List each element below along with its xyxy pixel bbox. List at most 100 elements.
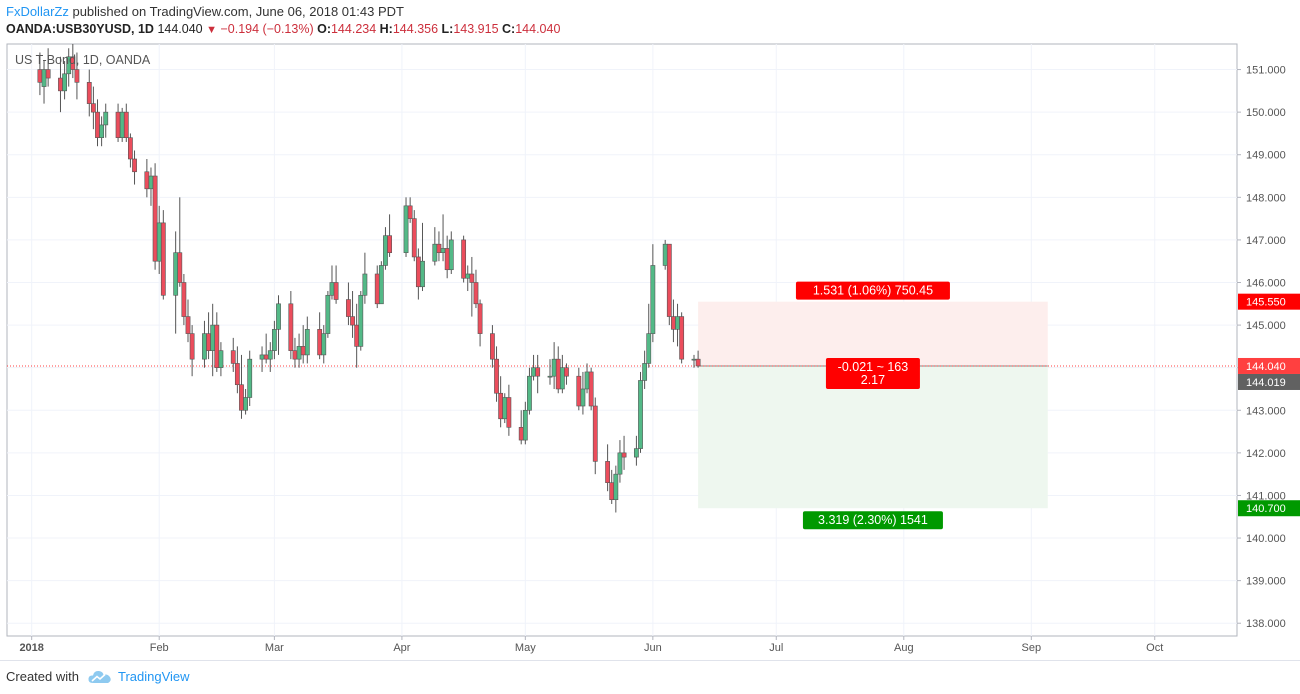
change-value: −0.194 (−0.13%) [220,22,314,36]
candle [99,116,105,147]
candle-body [37,69,43,83]
candle [662,239,668,270]
target-price-label: 140.700 [1246,503,1286,515]
candle-body [420,260,425,288]
tradingview-brand-link[interactable]: TradingView [118,669,190,684]
candle-body [605,461,611,483]
candle-body [592,405,598,462]
candle-body [547,375,553,378]
candle [592,397,598,475]
candle [177,197,183,287]
down-arrow-icon: ▼ [206,24,217,36]
candle-body [103,111,109,126]
publisher-link[interactable]: FxDollarZz [6,4,69,19]
candle-body [45,69,51,79]
candle [407,197,413,223]
candle-body [650,265,656,334]
candle [160,210,166,300]
candle-body [144,171,150,190]
y-tick-label: 142.000 [1246,448,1286,460]
candle [695,350,701,368]
candle-body [90,103,96,113]
candle-body [473,282,479,305]
candle [103,103,109,138]
candle-body [633,448,639,458]
candle-body [522,409,528,441]
chart-title: US T-Bond, 1D, OANDA [15,53,151,67]
candle-body [210,324,216,351]
candle [469,256,475,317]
candle-body [230,350,236,364]
candle-body [325,294,331,334]
candle [123,103,129,142]
last-value: 144.040 [157,22,203,36]
candle [387,214,392,257]
candle [679,312,685,364]
candle [613,465,619,513]
candle-body [271,329,277,351]
x-tick-label: Sep [1022,642,1042,654]
candle-body [646,333,652,364]
candle-body [403,205,409,253]
candle-body [218,350,224,368]
candle [522,401,528,445]
publish-text: published on TradingView.com, June 06, 2… [72,4,404,19]
candle-body [638,380,643,449]
candle [564,363,569,385]
candle [638,371,643,453]
candle-body [494,358,499,394]
candle [490,325,495,368]
candle [74,52,80,100]
candle-body [675,316,680,330]
chart-header: FxDollarZz published on TradingView.com,… [0,0,1300,42]
candle-body [354,324,360,347]
candle-body [502,397,508,420]
candle-body [86,82,92,104]
candle-body [214,324,220,368]
candle [621,435,627,470]
candle-body [469,273,475,283]
candle [362,252,368,304]
candle [461,235,467,283]
x-tick-label: Oct [1146,642,1163,654]
reward-zone [698,365,1048,509]
candle [502,393,508,424]
x-tick-label: Apr [393,642,410,654]
candle-body [346,299,351,317]
y-tick-label: 145.000 [1246,320,1286,332]
candle-body [527,375,532,411]
candle [403,197,409,257]
candle-body [432,243,438,262]
candle-body [617,452,623,475]
x-tick-label: Jul [769,642,783,654]
candle [642,350,648,389]
price-chart[interactable]: 138.000 139.000 140.000 141.000 142.000 143.0… [0,42,1300,660]
symbol-label[interactable]: OANDA:USB30YUSD, 1D [6,22,154,36]
y-tick-label: 143.000 [1246,405,1286,417]
x-tick-label: Feb [150,642,169,654]
candle [506,384,512,436]
candle-body [584,371,590,390]
open-value: 144.234 [330,22,377,36]
candle-body [321,333,327,356]
candle-body [461,239,467,279]
candle [527,367,532,415]
candle [119,107,125,142]
candle [45,48,51,87]
candle [547,359,553,385]
candle-body [518,427,524,441]
candle-body [387,235,392,253]
candle-body [74,69,80,83]
candle-body [267,350,273,360]
candle-body [234,363,240,386]
tradingview-cloud-icon [88,670,111,683]
candle-body [679,316,685,360]
prev-price-label: 144.019 [1246,377,1286,389]
candle [234,346,240,394]
candle [588,367,594,411]
risk-reward-ratio-label: 2.17 [861,373,885,387]
candle [580,371,586,415]
candle-body [132,158,137,173]
ohlc-legend: OANDA:USB30YUSD, 1D 144.040 ▼ −0.194 (−0… [6,22,560,36]
candle-body [551,358,557,377]
